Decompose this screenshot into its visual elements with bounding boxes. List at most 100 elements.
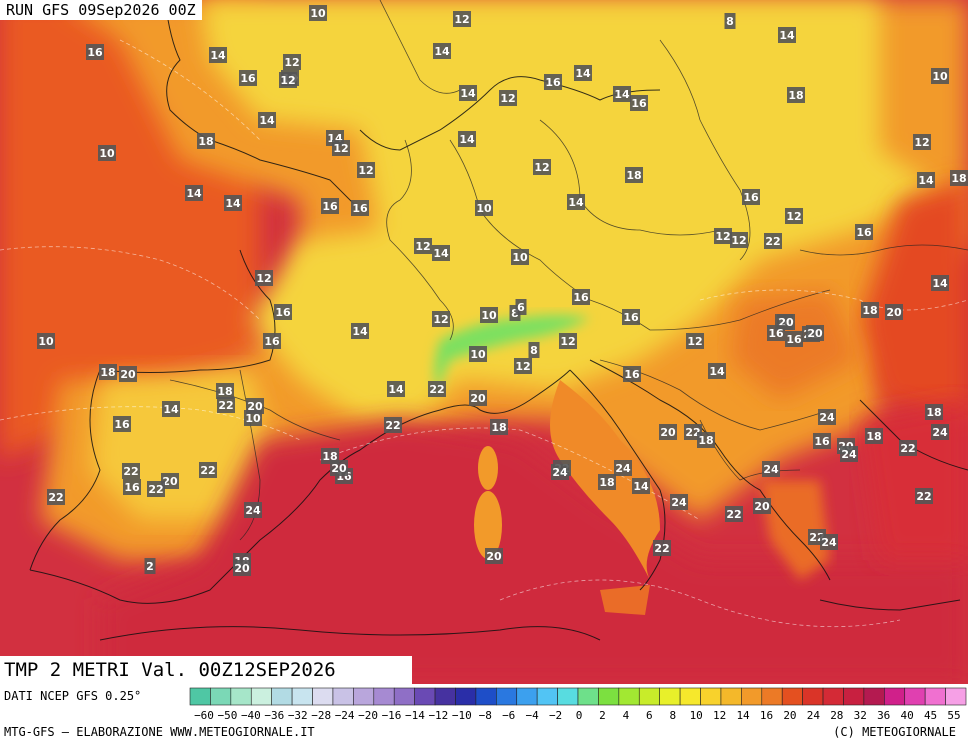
temperature-label-text: 20 <box>754 500 770 513</box>
temperature-label-box <box>469 390 487 406</box>
temperature-label-box <box>653 540 671 556</box>
temperature-label: 10 <box>931 68 949 84</box>
color-scale-swatch <box>291 687 313 706</box>
color-scale-swatch <box>250 687 272 706</box>
color-scale-tick: −4 <box>526 709 540 722</box>
temperature-label-box <box>767 325 785 341</box>
color-scale-tick: 45 <box>924 709 937 722</box>
temperature-label: 22 <box>384 417 402 433</box>
temperature-labels: 1012816141412141010161412161412141618141… <box>37 5 968 576</box>
temperature-label: 22 <box>653 540 671 556</box>
temperature-label-box <box>614 460 632 476</box>
temperature-label-text: 22 <box>429 383 444 396</box>
temperature-label: 2 <box>144 558 156 574</box>
color-scale-tick: 6 <box>646 709 653 722</box>
temperature-label-box <box>931 68 949 84</box>
temperature-label: 16 <box>855 224 873 240</box>
temperature-label-text: 18 <box>217 385 232 398</box>
temperature-label-text: 14 <box>459 133 475 146</box>
temperature-label-box <box>263 333 281 349</box>
color-scale-tick: −32 <box>288 709 308 722</box>
temperature-label-text: 6 <box>517 301 525 314</box>
temperature-label: 10 <box>309 5 327 21</box>
temperature-label-box <box>931 424 949 440</box>
temperature-label-box <box>99 364 117 380</box>
greece-shape <box>760 480 830 580</box>
temperature-label: 22 <box>147 481 165 497</box>
sardinia-shape <box>474 491 502 559</box>
temperature-label-text: 12 <box>687 335 702 348</box>
color-scale-swatch <box>598 687 620 706</box>
temperature-label-box <box>567 194 585 210</box>
temperature-label: 14 <box>567 194 585 210</box>
temperature-label-text: 18 <box>862 304 877 317</box>
temperature-label: 16 <box>742 189 760 205</box>
temperature-label-text: 16 <box>87 46 103 59</box>
color-scale-tick: −40 <box>241 709 261 722</box>
temperature-label-box <box>475 200 493 216</box>
temperature-label-box <box>459 85 477 101</box>
temperature-label-box <box>659 424 677 440</box>
temperature-label-box <box>559 333 577 349</box>
temperature-label-box <box>321 198 339 214</box>
color-scale-swatch <box>210 687 232 706</box>
temperature-label-text: 16 <box>114 418 130 431</box>
temperature-label-text: 8 <box>726 15 734 28</box>
temperature-label: 20 <box>119 366 137 382</box>
temperature-label: 14 <box>459 85 477 101</box>
sicily-shape <box>600 585 650 615</box>
temperature-label: 20 <box>485 548 503 564</box>
color-scale-tick: −60 <box>194 709 214 722</box>
temperature-label: 22 <box>47 489 65 505</box>
color-scale-swatch <box>781 687 803 706</box>
temperature-label-box <box>147 481 165 497</box>
temperature-label-text: 14 <box>388 383 404 396</box>
color-scale-swatch <box>884 687 906 706</box>
temperature-label: 18 <box>625 167 643 183</box>
temperature-label-box <box>514 358 532 374</box>
temperature-label-text: 12 <box>515 360 530 373</box>
temperature-label: 16 <box>767 325 785 341</box>
temperature-label-box <box>283 54 301 70</box>
temperature-label-box <box>122 463 140 479</box>
color-scale-tick: 12 <box>713 709 726 722</box>
temperature-label: 18 <box>861 302 879 318</box>
temperature-label-box <box>913 134 931 150</box>
color-scale-swatch <box>271 687 293 706</box>
color-scale-swatch <box>475 687 497 706</box>
temperature-label: 24 <box>818 409 836 425</box>
temperature-label-box <box>432 311 450 327</box>
color-scale-tick: −12 <box>428 709 448 722</box>
temperature-label-box <box>453 11 471 27</box>
temperature-label-box <box>915 488 933 504</box>
color-scale-tick: −10 <box>452 709 472 722</box>
temperature-label-text: 16 <box>814 435 830 448</box>
temperature-label-box <box>309 5 327 21</box>
temperature-label-box <box>162 401 180 417</box>
color-scale: −60 −50 −40 −36 −32 −28 −24 −20 −16 −14 −12 −10 −8 −6… <box>189 687 967 722</box>
color-scale-swatch <box>863 687 885 706</box>
temperature-label-text: 20 <box>247 400 263 413</box>
temperature-label-text: 12 <box>256 272 271 285</box>
temperature-label: 12 <box>332 140 350 156</box>
temperature-label-box <box>551 464 569 480</box>
temperature-label-box <box>233 560 251 576</box>
temperature-label-box <box>509 305 521 321</box>
temperature-label-text: 18 <box>926 406 941 419</box>
temperature-label-box <box>742 189 760 205</box>
color-scale-tick: −6 <box>502 709 515 722</box>
temperature-label: 16 <box>630 95 648 111</box>
temperature-label-box <box>433 43 451 59</box>
temperature-label-text: 12 <box>454 13 469 26</box>
temperature-label-box <box>708 363 726 379</box>
temperature-label-text: 18 <box>198 135 213 148</box>
temperature-label: 12 <box>559 333 577 349</box>
temperature-map: 1012816141412141010161412161412141618141… <box>0 0 968 684</box>
temperature-label-box <box>332 140 350 156</box>
temperature-label: 16 <box>86 44 104 60</box>
temperature-label: 18 <box>865 428 883 444</box>
temperature-label-box <box>209 47 227 63</box>
temperature-label-box <box>632 478 650 494</box>
temperature-label-text: 12 <box>284 56 299 69</box>
temperature-label: 12 <box>499 90 517 106</box>
